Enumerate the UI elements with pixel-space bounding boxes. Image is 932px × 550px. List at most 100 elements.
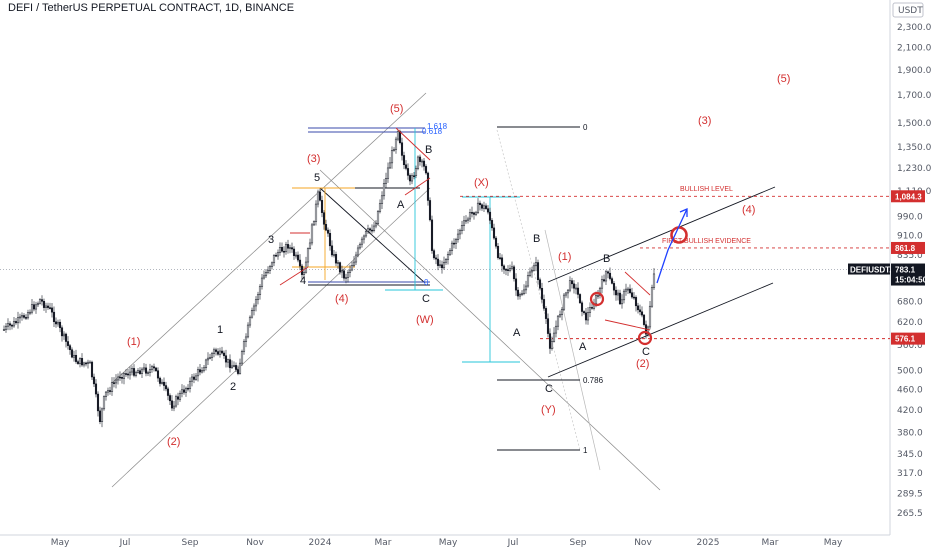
candle-body [498, 257, 502, 259]
candle-body [570, 280, 574, 285]
candle-body [390, 150, 394, 164]
candle-body [456, 233, 460, 240]
new-channel-lower [547, 282, 774, 378]
candle-body [44, 305, 48, 308]
candle-body [578, 294, 582, 304]
candle-body [482, 205, 486, 209]
candle-body [94, 383, 98, 395]
candle-body [134, 372, 138, 376]
candle-body [370, 229, 374, 232]
candle-body [516, 289, 520, 297]
candle-body [224, 355, 228, 363]
candle-body [472, 212, 476, 215]
price-tick-label: 990.0 [897, 213, 923, 223]
candle-body [30, 304, 34, 313]
price-tick-label: 2,300.0 [897, 23, 932, 33]
candle-body [540, 287, 544, 300]
candle-body [252, 305, 256, 311]
candle-body [108, 390, 112, 392]
wave-c-new: C [642, 346, 650, 358]
candle-body [324, 224, 328, 231]
wave-label-4-old: (4) [335, 293, 348, 305]
projection-arrow-path [656, 208, 688, 284]
wave-label-y: (Y) [541, 404, 556, 416]
candle-body [506, 269, 510, 271]
candle-body [442, 261, 446, 269]
candle-body [232, 365, 236, 367]
candle-body [166, 388, 170, 396]
candle-body [492, 227, 496, 239]
candle-body [148, 369, 152, 373]
candle-body [20, 315, 24, 318]
last-price-value: 783.1 [895, 266, 916, 275]
candle-body [214, 349, 218, 352]
candle-body [360, 238, 364, 245]
time-axis[interactable]: May Jul Sep Nov 2024 Mar May Jul Sep Nov 2025 Mar Ma… [51, 538, 843, 548]
candle-body [280, 247, 284, 252]
candle-body [266, 270, 270, 273]
candle-body [550, 341, 554, 349]
candle-body [64, 333, 68, 342]
price-tag-label: 861.8 [895, 244, 916, 253]
candle-body [488, 211, 492, 221]
candle-body [412, 175, 416, 177]
candle-body [344, 277, 348, 279]
candle-body [142, 367, 146, 370]
candle-body [104, 391, 108, 397]
price-tick-label: 835.0 [897, 251, 923, 261]
candle-body [286, 244, 290, 249]
candle-body [478, 202, 482, 206]
price-tick-label: 265.5 [897, 509, 923, 519]
candle-body [162, 381, 166, 386]
candle-body [218, 350, 222, 355]
first-bullish-evidence-label: FIRST BULLISH EVIDENCE [662, 238, 751, 245]
candle-body [138, 370, 142, 374]
candle-body [394, 138, 398, 150]
price-axis[interactable]: 2,300.0 2,100.0 1,900.0 1,700.0 1,500.0 1,350… [897, 23, 932, 519]
candle-body [132, 368, 136, 376]
candle-body [164, 385, 168, 390]
candle-body [574, 287, 578, 290]
candle-body [436, 258, 440, 266]
candle-body [640, 311, 644, 316]
candle-body [256, 294, 260, 300]
candle-body [358, 243, 362, 249]
candle-body [314, 203, 318, 222]
candle-body [366, 228, 370, 232]
candle-body [220, 350, 224, 354]
candle-body [180, 389, 184, 394]
candle-body [474, 212, 478, 215]
candle-body [270, 262, 274, 267]
time-tick-label: Nov [634, 538, 652, 548]
candle-body [302, 271, 306, 275]
candle-body [572, 283, 576, 289]
candle-body [392, 149, 396, 151]
candle-body [160, 381, 164, 384]
candle-body [4, 325, 8, 330]
candle-body [86, 361, 90, 364]
candle-body [120, 377, 124, 379]
candle-body [476, 202, 480, 214]
circle-marker-low [637, 330, 653, 346]
fib-label-one: 1 [583, 446, 588, 455]
candle-body [28, 311, 32, 314]
candle-body [444, 258, 448, 263]
candle-body [168, 395, 172, 402]
candle-body [604, 271, 608, 282]
candle-body [78, 358, 82, 364]
candle-body [562, 294, 566, 310]
candle-body [560, 308, 564, 315]
candle-body [312, 221, 316, 226]
candle-body [298, 259, 302, 267]
candle-body [68, 345, 72, 351]
candle-body [438, 264, 442, 267]
currency-box[interactable] [892, 2, 924, 18]
trend-channel-main [111, 92, 661, 491]
wave-c-top: C [422, 293, 430, 305]
candle-body [136, 370, 140, 373]
time-tick-label: Jul [507, 538, 519, 548]
wave-b-mid: B [533, 233, 540, 245]
candle-body [310, 224, 314, 244]
